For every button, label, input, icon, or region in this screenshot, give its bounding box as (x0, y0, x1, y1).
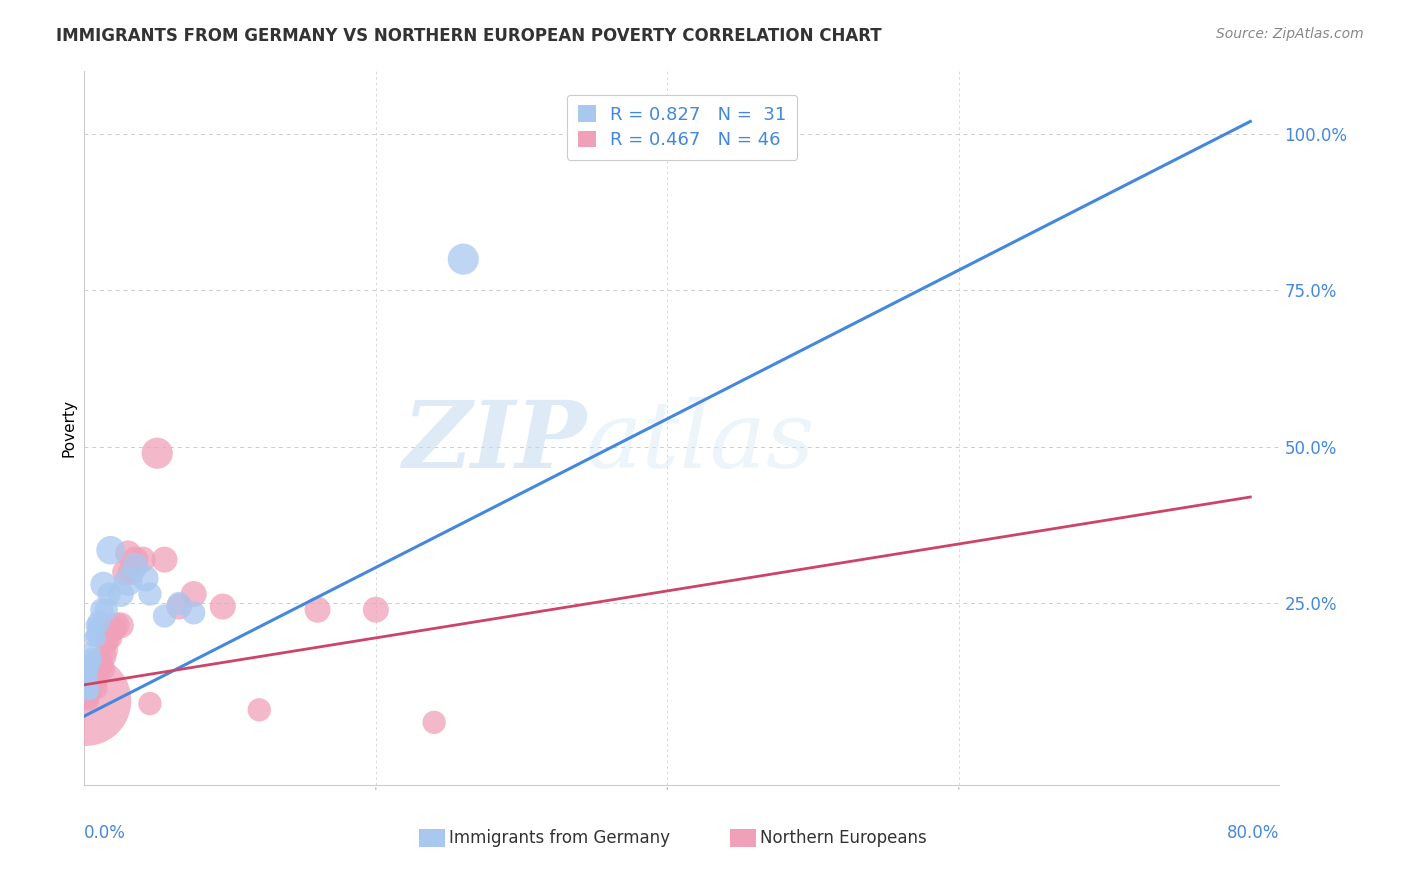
Point (79, 668, 101, 682)
Text: ZIP: ZIP (402, 398, 586, 487)
Point (77, 672, 100, 686)
Point (124, 552, 146, 566)
Point (183, 587, 205, 601)
Point (100, 543, 122, 558)
Point (146, 446, 169, 460)
Point (153, 552, 176, 566)
Point (83, 665, 105, 680)
Point (96, 603, 118, 617)
Point (139, 587, 162, 601)
Point (114, 565, 136, 579)
Point (76, 672, 98, 686)
Point (103, 622, 125, 636)
Point (82, 631, 104, 645)
Point (82, 674, 104, 689)
Text: Immigrants from Germany: Immigrants from Germany (449, 830, 669, 847)
Point (167, 599, 190, 614)
Point (307, 603, 329, 617)
Point (167, 596, 190, 610)
Point (75, 681, 97, 695)
Point (135, 571, 157, 585)
Point (77, 678, 100, 692)
Point (84, 622, 107, 636)
Point (96, 643, 118, 657)
Point (76, 678, 98, 692)
Point (87, 615, 110, 630)
Text: IMMIGRANTS FROM GERMANY VS NORTHERN EUROPEAN POVERTY CORRELATION CHART: IMMIGRANTS FROM GERMANY VS NORTHERN EURO… (56, 27, 882, 45)
Text: atlas: atlas (586, 398, 815, 487)
Point (80, 649, 103, 664)
Point (86, 659, 108, 673)
Point (90, 603, 112, 617)
Bar (419, 830, 446, 847)
Point (117, 574, 139, 589)
Point (453, 252, 475, 267)
Point (91, 662, 114, 676)
Point (87, 662, 110, 676)
Point (79, 656, 101, 670)
Point (75, 674, 97, 689)
Point (83, 628, 105, 642)
Point (80, 684, 103, 698)
Bar (730, 830, 756, 847)
Text: Source: ZipAtlas.com: Source: ZipAtlas.com (1216, 27, 1364, 41)
Point (98, 587, 121, 601)
Legend: R = 0.827   N =  31, R = 0.467   N = 46: R = 0.827 N = 31, R = 0.467 N = 46 (567, 95, 797, 160)
Point (117, 546, 139, 560)
Point (124, 558, 146, 573)
Point (89, 653, 111, 667)
Point (247, 703, 270, 717)
Point (94, 649, 117, 664)
Point (80, 672, 103, 686)
Point (77, 693, 100, 707)
Point (110, 587, 132, 601)
Text: 0.0%: 0.0% (84, 824, 127, 842)
Point (110, 618, 132, 632)
Point (86, 631, 108, 645)
Point (77, 659, 100, 673)
Point (100, 631, 122, 645)
Point (79, 662, 101, 676)
Point (139, 697, 162, 711)
Point (98, 624, 121, 639)
Point (75, 684, 97, 698)
Point (90, 656, 112, 670)
Point (75, 693, 97, 707)
Point (183, 606, 205, 620)
Point (79, 684, 101, 698)
Point (76, 681, 98, 695)
Point (211, 599, 233, 614)
Point (131, 552, 153, 566)
Point (82, 681, 104, 695)
Point (79, 681, 101, 695)
Point (82, 653, 104, 667)
Point (120, 565, 142, 579)
Point (364, 603, 387, 617)
Y-axis label: Poverty: Poverty (60, 399, 76, 458)
Point (91, 577, 114, 591)
Point (83, 674, 105, 689)
Point (76, 690, 98, 705)
Point (84, 672, 107, 686)
Text: 80.0%: 80.0% (1227, 824, 1279, 842)
Point (83, 618, 105, 632)
Point (105, 618, 128, 632)
Point (84, 681, 107, 695)
Point (97, 634, 120, 648)
Point (76, 668, 98, 682)
Point (423, 715, 446, 730)
Text: Northern Europeans: Northern Europeans (759, 830, 927, 847)
Point (80, 643, 103, 657)
Point (153, 609, 176, 624)
